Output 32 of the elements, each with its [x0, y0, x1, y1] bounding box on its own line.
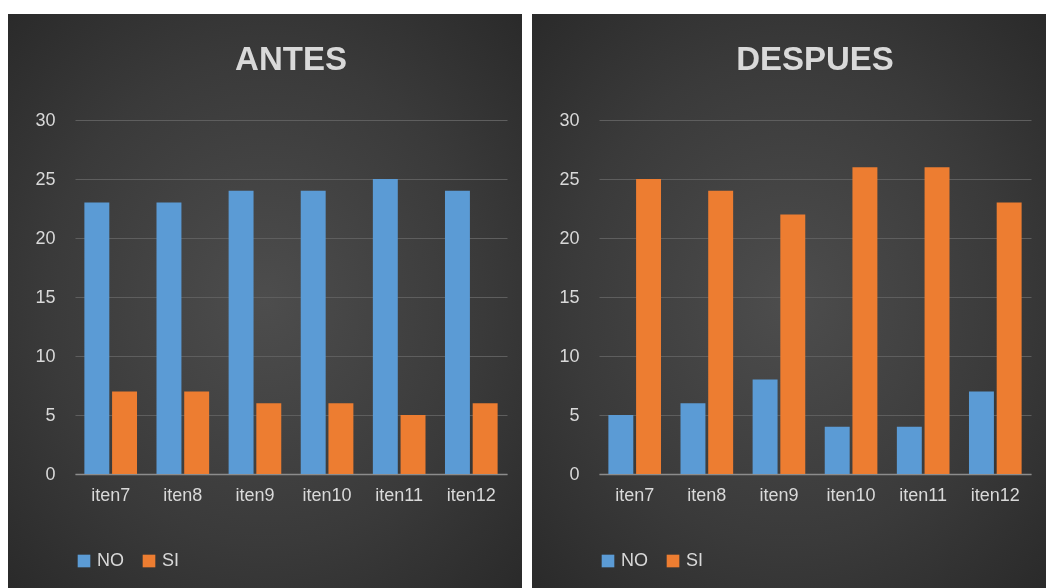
x-tick-label: iten8: [687, 484, 727, 505]
x-tick-label: iten8: [163, 484, 203, 505]
legend-label: SI: [686, 550, 704, 570]
y-tick-label: 10: [559, 345, 580, 366]
y-tick-label: 5: [45, 404, 56, 425]
legend-label: NO: [97, 550, 124, 570]
y-tick-label: 15: [35, 286, 56, 307]
chart-title: DESPUES: [736, 40, 894, 77]
y-tick-label: 10: [35, 345, 56, 366]
y-tick-label: 0: [45, 463, 56, 484]
x-tick-label: iten12: [446, 484, 496, 505]
x-tick-label: iten11: [375, 484, 424, 505]
legend-label: SI: [162, 550, 180, 570]
x-tick-label: iten10: [826, 484, 876, 505]
x-tick-label: iten7: [91, 484, 131, 505]
chart-title: ANTES: [235, 40, 347, 77]
x-tick-label: iten12: [970, 484, 1020, 505]
x-tick-label: iten9: [759, 484, 799, 505]
legend-label: NO: [621, 550, 648, 570]
y-tick-label: 5: [569, 404, 580, 425]
y-tick-label: 15: [559, 286, 580, 307]
y-tick-label: 20: [35, 227, 56, 248]
x-tick-label: iten10: [302, 484, 352, 505]
x-tick-label: iten9: [235, 484, 275, 505]
y-tick-label: 30: [35, 109, 56, 130]
y-tick-label: 25: [559, 168, 580, 189]
y-tick-label: 30: [559, 109, 580, 130]
y-tick-label: 25: [35, 168, 56, 189]
x-tick-label: iten7: [615, 484, 655, 505]
x-tick-label: iten11: [899, 484, 948, 505]
y-tick-label: 20: [559, 227, 580, 248]
y-tick-label: 0: [569, 463, 580, 484]
